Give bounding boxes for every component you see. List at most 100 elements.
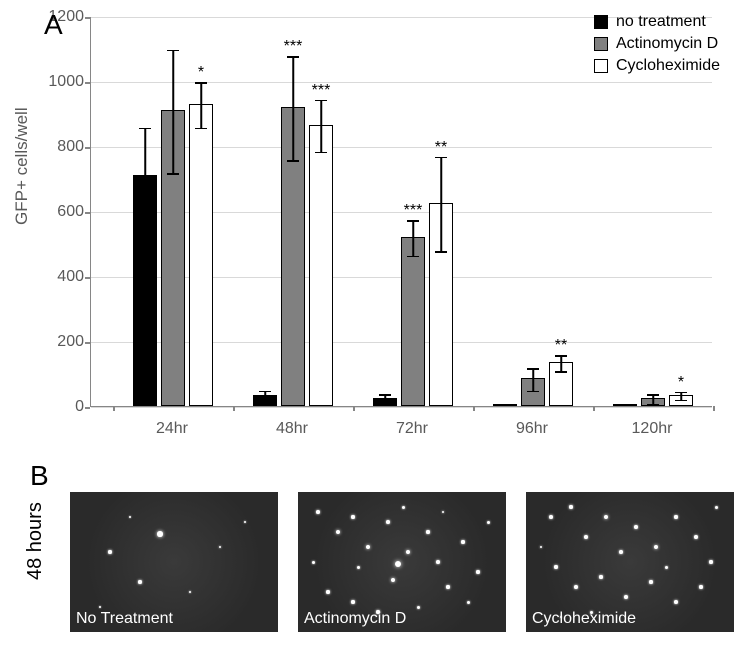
legend-label: Actinomycin D — [616, 35, 718, 53]
legend-swatch — [594, 37, 608, 51]
micrograph: Cycloheximide — [526, 492, 734, 632]
error-bar — [200, 82, 202, 128]
fluorescent-dot — [402, 506, 405, 509]
fluorescent-dot — [351, 600, 354, 603]
significance-marker: *** — [404, 202, 423, 220]
fluorescent-dot — [189, 591, 192, 594]
error-cap — [139, 128, 151, 130]
x-tick-mark — [353, 406, 355, 411]
legend-label: Cycloheximide — [616, 57, 720, 75]
error-cap — [379, 404, 391, 406]
fluorescent-dot — [487, 521, 490, 524]
fluorescent-dot — [417, 606, 420, 609]
fluorescent-dot — [461, 540, 464, 543]
error-bar — [144, 128, 146, 226]
error-cap — [555, 371, 567, 373]
y-tick-label: 800 — [40, 138, 84, 156]
significance-marker: *** — [284, 38, 303, 56]
significance-marker: ** — [555, 337, 567, 355]
fluorescent-dot — [665, 566, 668, 569]
error-cap — [139, 225, 151, 227]
bar-gray — [401, 237, 425, 406]
legend-item: no treatment — [594, 13, 720, 31]
legend-item: Cycloheximide — [594, 57, 720, 75]
bar-black — [493, 404, 517, 406]
micrograph-label: No Treatment — [76, 610, 173, 628]
panel-b-label: B — [30, 460, 49, 492]
panel-a: A GFP+ cells/well *************** no tre… — [30, 5, 730, 445]
legend-swatch — [594, 15, 608, 29]
fluorescent-dot — [694, 535, 698, 539]
fluorescent-dot — [446, 585, 449, 588]
micrograph-label: Actinomycin D — [304, 610, 406, 628]
error-cap — [379, 394, 391, 396]
error-cap — [555, 355, 567, 357]
y-axis-title: GFP+ cells/well — [12, 107, 32, 225]
fluorescent-dot — [436, 560, 440, 564]
micrograph: Actinomycin D — [298, 492, 506, 632]
x-category-label: 72hr — [387, 420, 437, 438]
significance-marker: * — [678, 374, 684, 392]
x-tick-mark — [113, 406, 115, 411]
fluorescent-dot — [357, 566, 360, 569]
fluorescent-dot — [574, 585, 578, 589]
error-cap — [647, 404, 659, 406]
y-tick-mark — [85, 212, 90, 214]
fluorescent-dot — [467, 601, 470, 604]
error-bar — [560, 355, 562, 371]
error-bar — [440, 157, 442, 251]
fluorescent-dot — [395, 561, 401, 567]
bar-black — [613, 404, 637, 406]
gridline — [91, 82, 712, 83]
x-tick-mark — [233, 406, 235, 411]
fluorescent-dot — [699, 585, 702, 588]
micrograph-label: Cycloheximide — [532, 610, 636, 628]
y-tick-mark — [85, 407, 90, 409]
error-cap — [315, 100, 327, 102]
micrograph: No Treatment — [70, 492, 278, 632]
fluorescent-dot — [569, 505, 572, 508]
fluorescent-dot — [634, 525, 638, 529]
panel-b: B 48 hours No TreatmentActinomycin DCycl… — [30, 460, 730, 640]
legend-item: Actinomycin D — [594, 35, 720, 53]
fluorescent-dot — [244, 521, 247, 524]
error-cap — [407, 220, 419, 222]
fluorescent-dot — [584, 535, 588, 539]
fluorescent-dot — [709, 560, 712, 563]
error-cap — [527, 391, 539, 393]
fluorescent-dot — [599, 575, 602, 578]
y-tick-mark — [85, 82, 90, 84]
fluorescent-dot — [138, 580, 141, 583]
fluorescent-dot — [326, 590, 329, 593]
chart-legend: no treatment Actinomycin D Cycloheximide — [594, 13, 720, 79]
y-tick-mark — [85, 17, 90, 19]
error-bar — [412, 220, 414, 256]
error-cap — [435, 251, 447, 253]
y-tick-label: 1000 — [40, 73, 84, 91]
error-cap — [167, 173, 179, 175]
fluorescent-dot — [654, 545, 658, 549]
fluorescent-dot — [157, 531, 162, 536]
fluorescent-dot — [715, 506, 718, 509]
x-category-label: 24hr — [147, 420, 197, 438]
error-cap — [647, 394, 659, 396]
fluorescent-dot — [108, 550, 111, 553]
x-category-label: 48hr — [267, 420, 317, 438]
bar-white — [309, 125, 333, 406]
x-tick-mark — [713, 406, 715, 411]
fluorescent-dot — [406, 550, 410, 554]
fluorescent-dot — [442, 511, 445, 514]
error-cap — [527, 368, 539, 370]
fluorescent-dot — [99, 606, 101, 608]
legend-swatch — [594, 59, 608, 73]
fluorescent-dot — [549, 515, 553, 519]
error-cap — [259, 391, 271, 393]
fluorescent-dot — [476, 570, 479, 573]
error-cap — [287, 160, 299, 162]
fluorescent-dot — [426, 530, 429, 533]
error-cap — [675, 392, 687, 394]
y-tick-mark — [85, 342, 90, 344]
fluorescent-dot — [649, 580, 652, 583]
significance-marker: * — [198, 64, 204, 82]
y-tick-label: 200 — [40, 333, 84, 351]
